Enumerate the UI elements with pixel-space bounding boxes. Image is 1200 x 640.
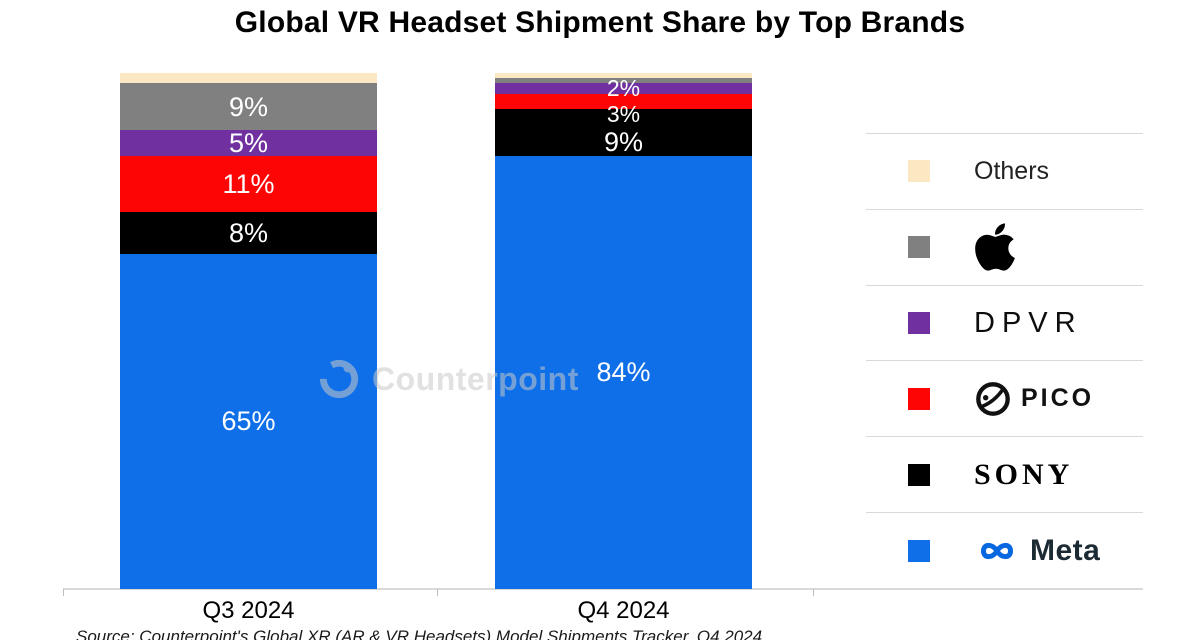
- stacked-bar-q4-2024: 2% 3% 9% 84%: [495, 73, 752, 589]
- x-axis-line: [63, 588, 1143, 590]
- legend-row-pico: PICO: [866, 360, 1143, 436]
- pico-logo-icon: [976, 382, 1010, 416]
- legend-label-others: Others: [974, 156, 1050, 185]
- bar-segment-meta: [495, 155, 752, 589]
- chart-title: Global VR Headset Shipment Share by Top …: [234, 6, 966, 39]
- legend-row-meta: Meta: [866, 512, 1143, 588]
- legend-row-sony: SONY: [866, 436, 1143, 512]
- dpvr-wordmark: DPVR: [974, 306, 1083, 339]
- counterpoint-logo-icon: [319, 359, 359, 399]
- segment-label-apple: 9%: [228, 91, 269, 122]
- axis-tick: [437, 589, 438, 596]
- meta-wordmark: Meta: [1030, 533, 1101, 567]
- segment-label-dpvr: 5%: [228, 127, 269, 158]
- legend-row-apple: [866, 208, 1143, 285]
- pico-swatch: [908, 387, 930, 410]
- bar-segment-dpvr: [120, 129, 377, 156]
- meta-swatch: [908, 539, 930, 562]
- pico-wordmark: PICO: [1021, 384, 1095, 413]
- legend-row-dpvr: DPVR: [866, 284, 1143, 361]
- bar-segment-sony: [495, 109, 752, 156]
- segment-label-pico: 11%: [222, 168, 275, 199]
- bar-segment-meta: [120, 253, 377, 589]
- source-note: Source: Counterpoint's Global XR (AR & V…: [76, 627, 763, 640]
- category-label-q4-2024: Q4 2024: [577, 597, 670, 624]
- apple-swatch: [908, 236, 930, 259]
- segment-label-sony: 9%: [603, 127, 644, 158]
- bar-segment-pico: [495, 93, 752, 110]
- legend-row-others: Others: [866, 133, 1143, 209]
- axis-tick: [63, 589, 64, 596]
- category-label-q3-2024: Q3 2024: [202, 597, 295, 624]
- segment-label-meta: 65%: [221, 406, 276, 437]
- segment-label-dpvr: 2%: [606, 75, 641, 102]
- apple-logo-icon: [975, 223, 1015, 271]
- segment-label-pico: 3%: [606, 101, 641, 128]
- legend: Others DPVR: [866, 133, 1143, 588]
- segment-label-meta: 84%: [596, 357, 651, 388]
- counterpoint-watermark: Counterpoint: [316, 356, 579, 402]
- dpvr-swatch: [908, 312, 930, 335]
- sony-swatch: [908, 463, 930, 486]
- others-swatch: [908, 160, 930, 183]
- stacked-bar-q3-2024: 9% 5% 11% 8% 65%: [120, 73, 377, 589]
- bar-segment-sony: [120, 212, 377, 254]
- bar-segment-others: [120, 73, 377, 84]
- bar-segment-others: [495, 73, 752, 79]
- bar-segment-dpvr: [495, 83, 752, 94]
- bar-segment-apple: [120, 83, 377, 130]
- segment-label-sony: 8%: [228, 217, 269, 248]
- bar-segment-apple: [495, 78, 752, 84]
- watermark-text: Counterpoint: [372, 360, 579, 397]
- meta-logo-icon: [981, 542, 1013, 559]
- sony-wordmark: SONY: [974, 457, 1074, 491]
- axis-tick: [813, 589, 814, 596]
- bar-segment-pico: [120, 155, 377, 213]
